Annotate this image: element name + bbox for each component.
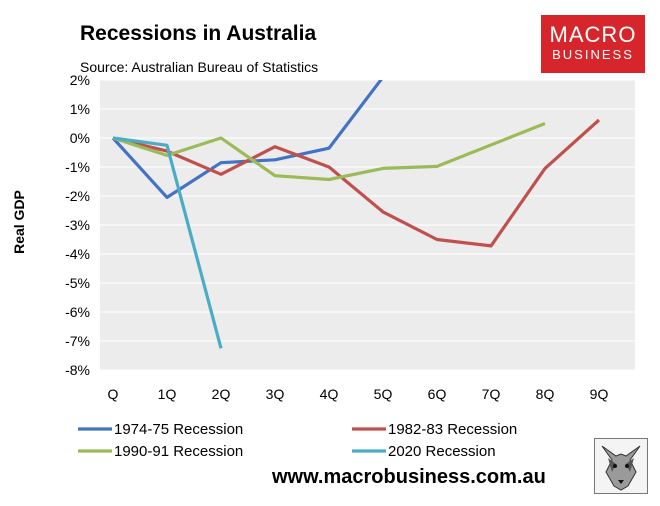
website-url: www.macrobusiness.com.au bbox=[272, 466, 546, 488]
x-tick-label: 1Q bbox=[158, 386, 177, 402]
x-tick-label: 9Q bbox=[590, 386, 609, 402]
x-tick-label: 4Q bbox=[320, 386, 339, 402]
chart-subtitle: Source: Australian Bureau of Statistics bbox=[80, 59, 319, 75]
x-tick-label: 2Q bbox=[212, 386, 231, 402]
x-tick-label: Q bbox=[108, 386, 119, 402]
x-tick-label: 5Q bbox=[374, 386, 393, 402]
y-tick-label: -6% bbox=[65, 304, 90, 320]
y-axis-label: Real GDP bbox=[11, 190, 27, 254]
y-tick-label: -5% bbox=[65, 275, 90, 291]
logo-line1: MACRO bbox=[549, 22, 637, 47]
y-tick-label: -2% bbox=[65, 188, 90, 204]
legend-label: 1990-91 Recession bbox=[114, 443, 243, 460]
legend-label: 1974-75 Recession bbox=[114, 421, 243, 438]
y-tick-label: -4% bbox=[65, 246, 90, 262]
legend-label: 2020 Recession bbox=[388, 443, 496, 460]
wolf-logo-icon bbox=[594, 438, 648, 494]
series-line bbox=[112, 122, 546, 182]
y-tick-label: 2% bbox=[70, 72, 90, 88]
series-line bbox=[112, 136, 223, 349]
y-tick-label: -3% bbox=[65, 217, 90, 233]
y-tick-label: -7% bbox=[65, 333, 90, 349]
x-axis-ticks: Q 1Q 2Q 3Q 4Q 5Q 6Q 7Q 8Q 9Q bbox=[108, 386, 609, 402]
y-tick-label: -1% bbox=[65, 159, 90, 175]
y-tick-label: 0% bbox=[70, 130, 90, 146]
series-lines bbox=[111, 80, 601, 349]
x-tick-label: 6Q bbox=[428, 386, 447, 402]
y-axis-ticks: 2% 1% 0% -1% -2% -3% -4% -5% -6% -7% -8% bbox=[65, 72, 90, 378]
x-tick-label: 8Q bbox=[536, 386, 555, 402]
y-tick-label: -8% bbox=[65, 362, 90, 378]
chart-title: Recessions in Australia bbox=[80, 22, 317, 45]
legend: 1974-75 Recession 1982-83 Recession 1990-9… bbox=[78, 421, 517, 460]
x-tick-label: 7Q bbox=[482, 386, 501, 402]
x-tick-label: 3Q bbox=[266, 386, 285, 402]
legend-label: 1982-83 Recession bbox=[388, 421, 517, 438]
y-tick-label: 1% bbox=[70, 101, 90, 117]
gridlines bbox=[100, 79, 635, 371]
series-line bbox=[112, 118, 601, 248]
macro-business-logo: MACRO BUSINESS bbox=[541, 15, 645, 73]
logo-line2: BUSINESS bbox=[552, 47, 634, 62]
